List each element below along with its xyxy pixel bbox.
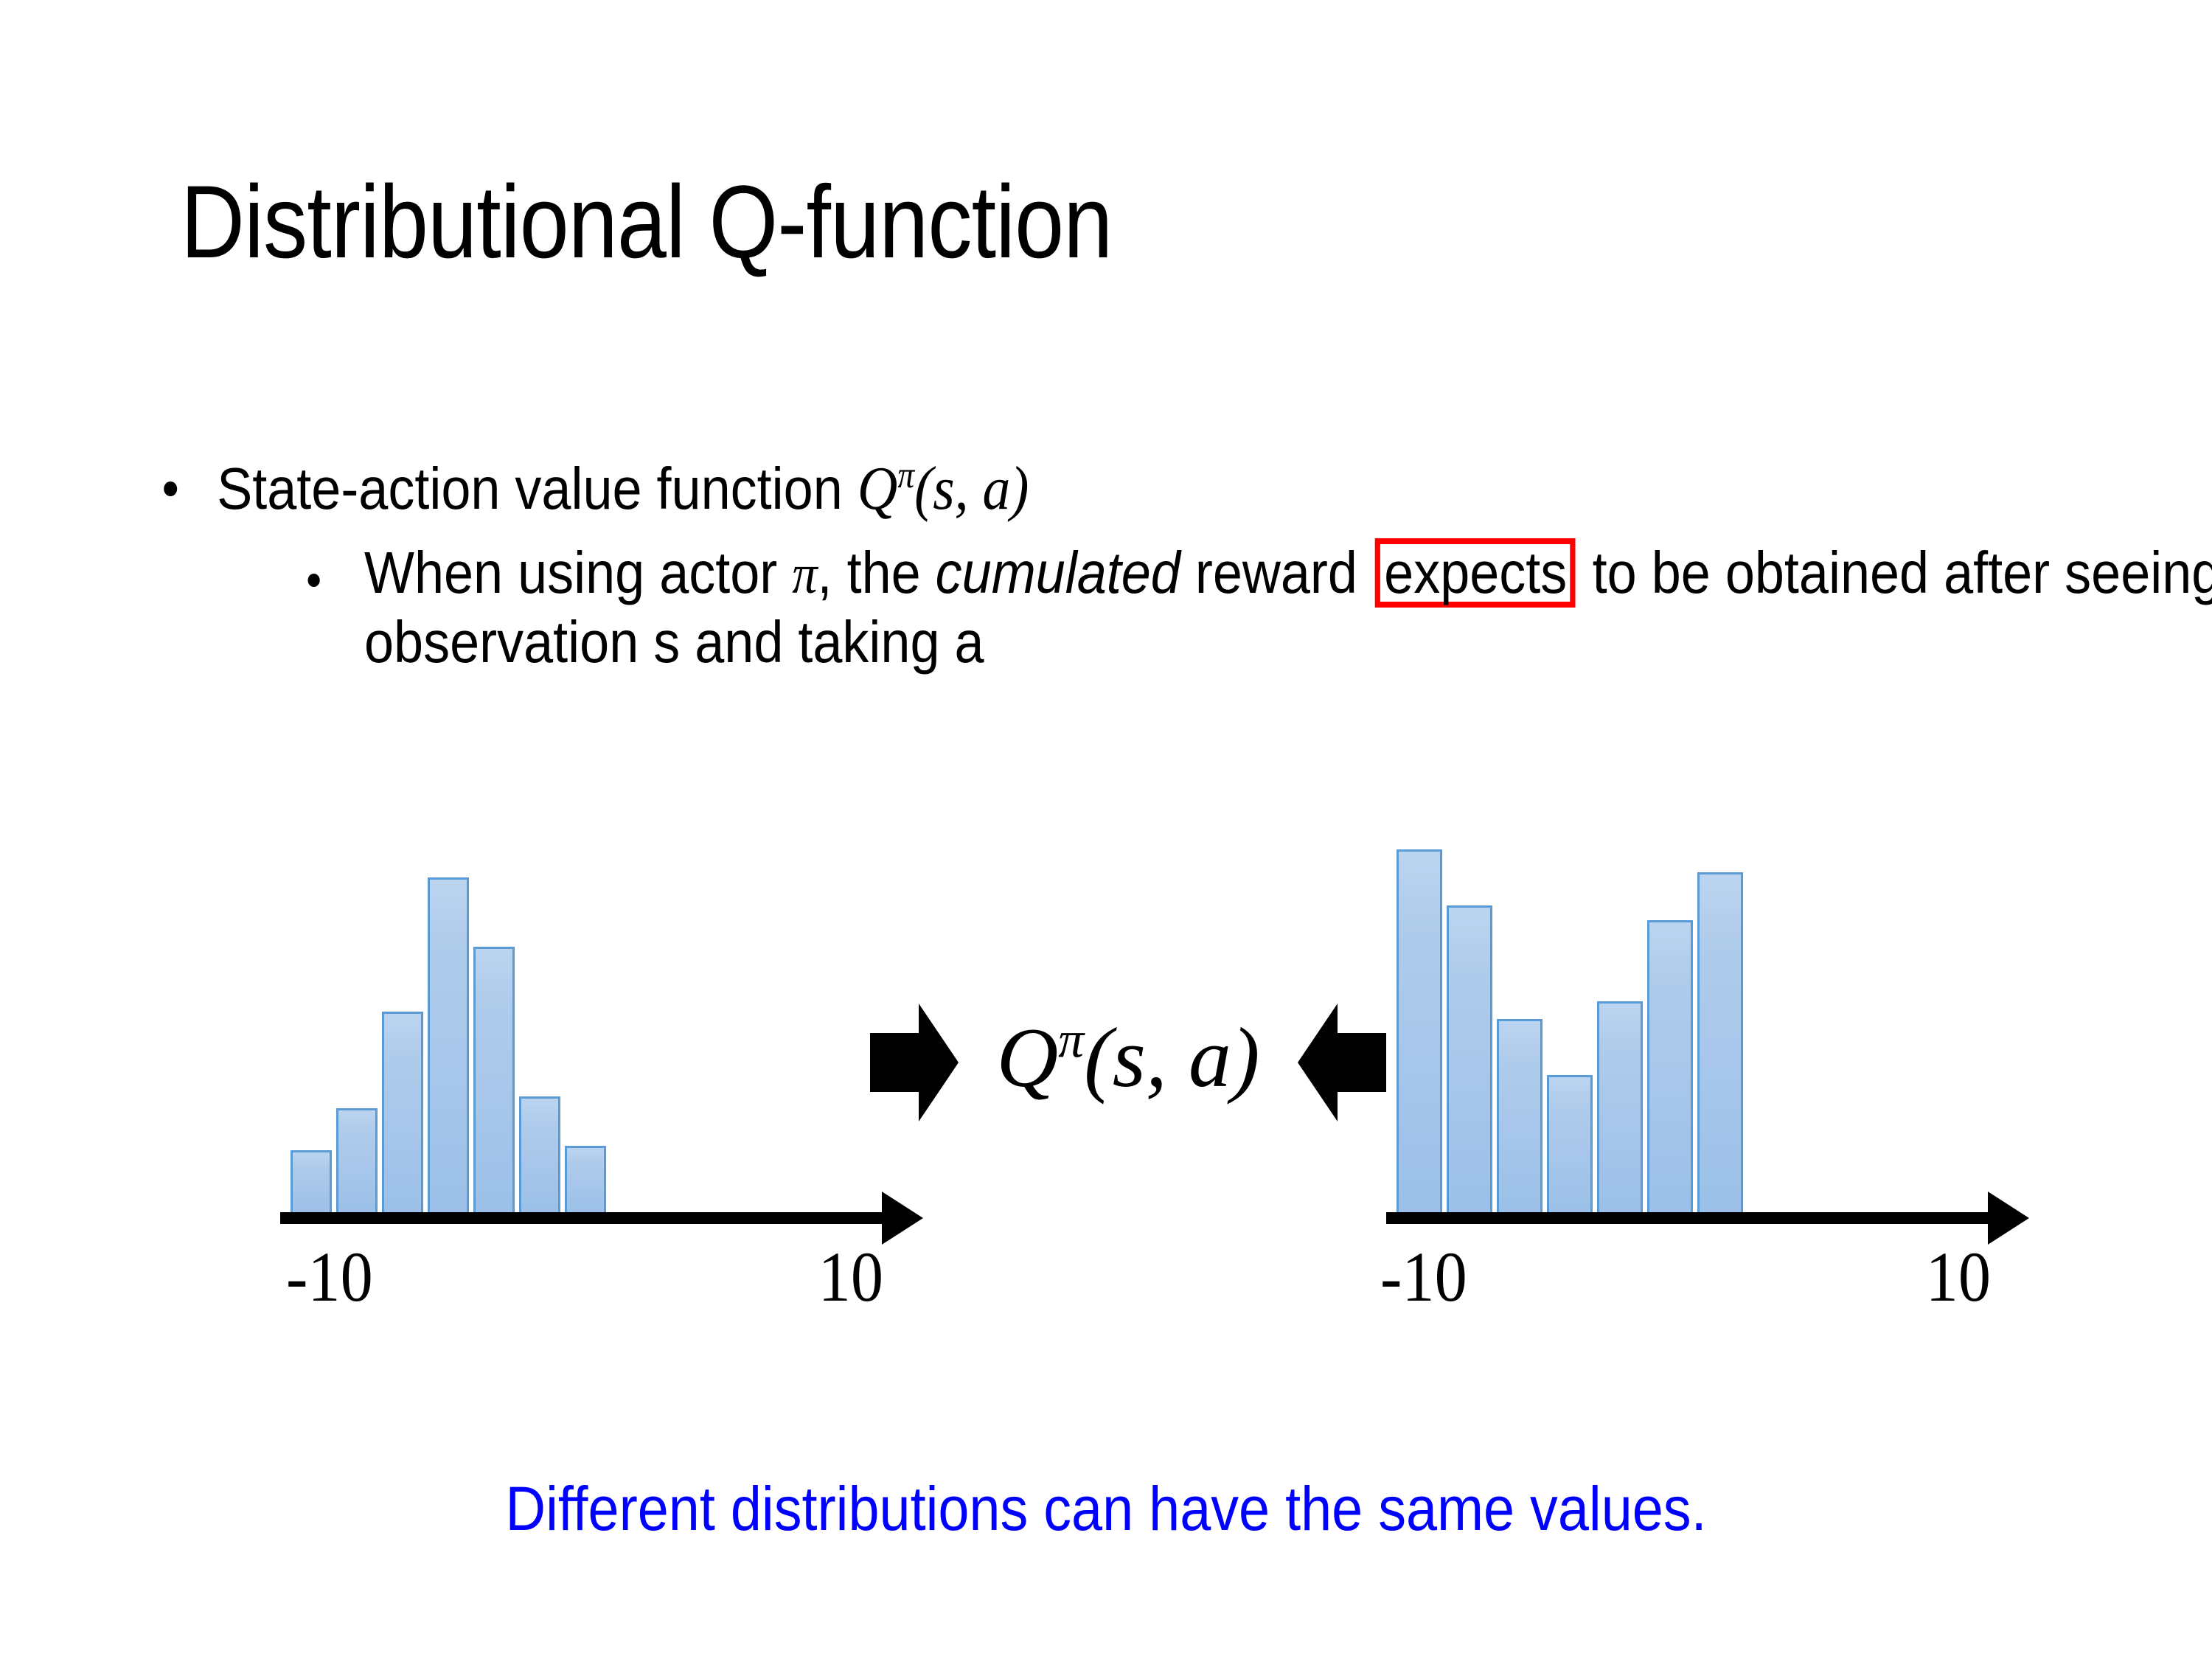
bar [473, 947, 515, 1215]
chart-right-bars [1386, 832, 2035, 1215]
right-block-arrow-icon [870, 1004, 959, 1121]
axis-tick-label-min: -10 [1380, 1237, 1467, 1316]
bullet-marker-icon [164, 481, 178, 497]
caption-label: Different distributions can have the sam… [505, 1474, 1707, 1543]
bullet-level2-part4: to be obtained after seeing observation … [364, 539, 2212, 675]
bar [336, 1108, 378, 1215]
q-function-center-formula: Qπ(s, a) [970, 996, 1287, 1120]
highlighted-word-expects: expects [1374, 538, 1576, 608]
page-title: Distributional Q-function [181, 164, 1113, 279]
bar [1447, 905, 1492, 1215]
bar [1397, 849, 1442, 1215]
pi-superscript: π [897, 454, 915, 495]
bullet-marker-icon [307, 573, 320, 587]
bar [382, 1012, 423, 1215]
chart-left-bars [280, 832, 929, 1215]
bar [1647, 920, 1693, 1215]
axis-tick-label-max: 10 [1925, 1237, 1991, 1316]
bullet-level1-text: State-action value function [217, 456, 858, 521]
bullet-level2-part1: When using actor [364, 539, 793, 605]
left-block-arrow-icon [1298, 1004, 1386, 1121]
q-arguments: (s, a) [914, 454, 1029, 523]
bar [428, 877, 469, 1215]
pi-symbol: π [792, 543, 818, 605]
caption-text: Different distributions can have the sam… [0, 1475, 2212, 1543]
bullet-level2-cumulated-reward: When using actor π, the cumulated reward… [159, 538, 2212, 678]
bar [1697, 872, 1743, 1215]
pi-superscript: π [1058, 1012, 1085, 1069]
bullet-level2-part3: reward [1180, 539, 1372, 605]
x-axis-line [280, 1212, 889, 1224]
bar [1547, 1075, 1593, 1215]
chart-left-distribution: -10 10 [280, 782, 929, 1312]
bullet-level1-state-action-value-function: State-action value function Qπ(s, a) [159, 453, 1910, 525]
x-axis-line [1386, 1212, 1995, 1224]
bar [565, 1146, 606, 1215]
q-letter: Q [857, 454, 898, 523]
q-arguments: (s, a) [1084, 1011, 1260, 1105]
bullet-list: State-action value function Qπ(s, a) Whe… [159, 453, 2212, 678]
axis-tick-label-max: 10 [818, 1237, 883, 1316]
axis-tick-label-min: -10 [286, 1237, 373, 1316]
x-axis-arrow-icon [1988, 1192, 2029, 1245]
cumulated-italic-word: cumulated [935, 539, 1180, 605]
bar [291, 1150, 332, 1215]
q-function-symbol: Qπ(s, a) [858, 454, 1029, 523]
bar [1497, 1019, 1543, 1215]
equivalence-arrows-group: Qπ(s, a) [870, 999, 1386, 1132]
chart-right-distribution: -10 10 [1380, 782, 2035, 1316]
bullet-level2-part2: , the [817, 539, 936, 605]
bar [1597, 1001, 1643, 1215]
bar [519, 1096, 560, 1215]
q-letter: Q [996, 1011, 1059, 1105]
x-axis-arrow-icon [882, 1192, 923, 1245]
